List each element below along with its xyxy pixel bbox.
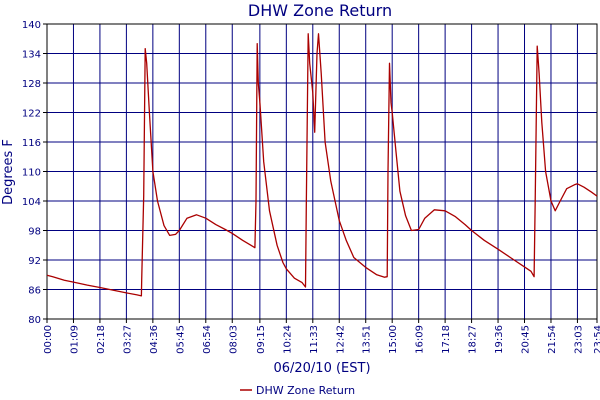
x-tick-label: 09:15	[256, 325, 267, 354]
x-tick-label: 18:27	[468, 325, 479, 354]
x-tick-label: 19:36	[494, 325, 505, 354]
grid-lines	[47, 24, 597, 319]
y-tick-label: 122	[22, 109, 41, 120]
x-tick-label: 11:33	[309, 325, 320, 354]
chart-title: DHW Zone Return	[248, 1, 392, 20]
y-tick-label: 92	[28, 256, 41, 267]
y-axis-label: Degrees F	[1, 139, 16, 205]
x-tick-label: 03:27	[122, 325, 133, 354]
x-tick-label: 00:00	[43, 325, 54, 354]
x-tick-label: 16:09	[415, 325, 426, 354]
x-tick-label: 13:51	[362, 325, 373, 354]
y-tick-label: 128	[22, 79, 41, 90]
x-tick-label: 05:45	[175, 325, 186, 354]
x-axis-label: 06/20/10 (EST)	[273, 361, 370, 376]
y-tick-label: 104	[22, 197, 41, 208]
y-tick-label: 134	[22, 50, 41, 61]
x-tick-label: 06:54	[202, 325, 213, 354]
x-tick-label: 10:24	[282, 325, 293, 354]
x-tick-label: 20:45	[521, 325, 532, 354]
y-tick-label: 110	[22, 168, 41, 179]
y-axis-ticks: 80 86 92 98 104 110 116 122 128 134 140	[22, 20, 47, 326]
x-tick-label: 12:42	[335, 325, 346, 354]
x-axis-ticks: 00:00 01:09 02:18 03:27 04:36 05:45 06:54 08:03…	[43, 319, 600, 354]
x-tick-label: 15:00	[388, 325, 399, 354]
x-tick-label: 21:54	[547, 325, 558, 354]
y-tick-label: 98	[28, 227, 41, 238]
x-tick-label: 01:09	[69, 325, 80, 354]
series-group	[46, 33, 598, 297]
x-tick-label: 23:03	[573, 325, 584, 354]
y-tick-label: 116	[22, 138, 41, 149]
series-line-dhw-zone-return	[46, 33, 598, 297]
x-tick-label: 04:36	[149, 325, 160, 354]
x-tick-label: 02:18	[96, 325, 107, 354]
legend: DHW Zone Return	[240, 384, 355, 397]
x-tick-label: 23:54	[593, 325, 600, 354]
y-tick-label: 86	[28, 286, 41, 297]
legend-label: DHW Zone Return	[256, 384, 355, 397]
y-tick-label: 140	[22, 20, 41, 31]
x-tick-label: 17:18	[441, 325, 452, 354]
x-tick-label: 08:03	[228, 325, 239, 354]
y-tick-label: 80	[28, 315, 41, 326]
